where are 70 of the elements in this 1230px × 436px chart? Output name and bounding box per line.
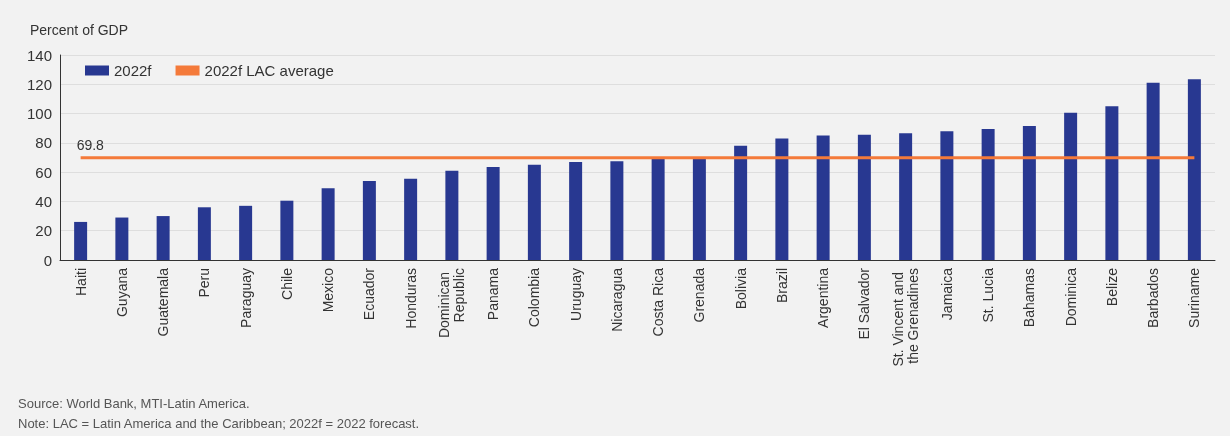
bar bbox=[280, 200, 294, 260]
x-tick-label: Barbados bbox=[1145, 268, 1162, 328]
x-tick-label: Chile bbox=[278, 267, 295, 300]
x-tick-label: Bolivia bbox=[732, 267, 749, 310]
y-tick-label: 140 bbox=[26, 46, 52, 64]
bar bbox=[1064, 112, 1078, 260]
bar bbox=[692, 158, 706, 260]
y-tick-label: 40 bbox=[35, 192, 52, 210]
x-tick-label: Argentina bbox=[815, 267, 832, 328]
x-tick-label: Grenada bbox=[691, 267, 708, 323]
bar bbox=[362, 180, 376, 260]
x-tick-label: St. Lucia bbox=[980, 267, 997, 323]
y-tick-label: 100 bbox=[26, 105, 52, 123]
bar bbox=[940, 131, 954, 260]
bar bbox=[1187, 79, 1201, 260]
bar bbox=[321, 188, 335, 260]
x-tick-label: Bahamas bbox=[1021, 268, 1038, 328]
bar bbox=[981, 128, 995, 260]
x-tick-label: Honduras bbox=[402, 268, 419, 329]
bar bbox=[857, 134, 871, 260]
bar bbox=[527, 164, 541, 260]
x-tick-label: Peru bbox=[196, 268, 213, 298]
bar bbox=[610, 161, 624, 260]
bar bbox=[899, 133, 913, 260]
bar bbox=[486, 167, 500, 260]
legend-label: 2022f bbox=[114, 62, 153, 79]
x-tick-label: Guatemala bbox=[155, 267, 172, 337]
x-tick-label: El Salvador bbox=[856, 267, 873, 340]
x-tick-label: Suriname bbox=[1186, 267, 1203, 328]
x-tick-label: Jamaica bbox=[938, 267, 955, 321]
x-tick-label: Costa Rica bbox=[650, 267, 667, 337]
x-tick-label: Ecuador bbox=[361, 267, 378, 321]
x-tick-label: Panama bbox=[485, 267, 502, 321]
bar bbox=[404, 178, 418, 260]
legend-label: 2022f LAC average bbox=[204, 62, 334, 79]
text: Note: LAC = Latin America and the Caribbean; 2022f = 2022 forecast. bbox=[18, 416, 420, 431]
x-tick-label: Paraguay bbox=[237, 268, 254, 328]
data-label: 69.8 bbox=[76, 136, 105, 153]
y-tick-label: 120 bbox=[26, 75, 52, 93]
x-tick-label: Colombia bbox=[526, 267, 543, 328]
y-tick-label: 0 bbox=[43, 251, 52, 269]
bar bbox=[239, 205, 253, 260]
x-tick-label: St. Vincent and the Grenadines bbox=[890, 268, 922, 367]
y-tick-label: 60 bbox=[35, 163, 52, 181]
bar bbox=[651, 158, 665, 260]
x-tick-label: Belize bbox=[1103, 267, 1120, 307]
bar bbox=[569, 161, 583, 260]
y-axis-title: Percent of GDP bbox=[30, 22, 129, 38]
bar bbox=[734, 145, 748, 260]
bar bbox=[1146, 82, 1160, 260]
x-tick-label: Dominican Republic bbox=[436, 268, 468, 339]
x-tick-label: Uruguay bbox=[567, 268, 584, 321]
x-tick-label: Dominica bbox=[1062, 267, 1079, 327]
source-note: Source: World Bank, MTI-Latin America. bbox=[18, 396, 250, 411]
x-tick-label: Haiti bbox=[72, 268, 89, 297]
x-tick-label: Mexico bbox=[320, 267, 337, 313]
x-tick-label: Guyana bbox=[113, 267, 130, 318]
y-tick-label: 80 bbox=[35, 134, 52, 152]
x-tick-label: Nicaragua bbox=[608, 267, 625, 332]
bar bbox=[156, 216, 170, 260]
bar bbox=[1022, 126, 1036, 260]
bar bbox=[74, 221, 88, 260]
x-tick-label: Brazil bbox=[773, 268, 790, 304]
y-tick-label: 20 bbox=[35, 222, 52, 240]
bar bbox=[445, 170, 459, 260]
bar bbox=[1105, 106, 1119, 260]
bar bbox=[115, 217, 129, 260]
bar bbox=[197, 207, 211, 260]
bar bbox=[775, 138, 789, 260]
bar bbox=[816, 135, 830, 260]
